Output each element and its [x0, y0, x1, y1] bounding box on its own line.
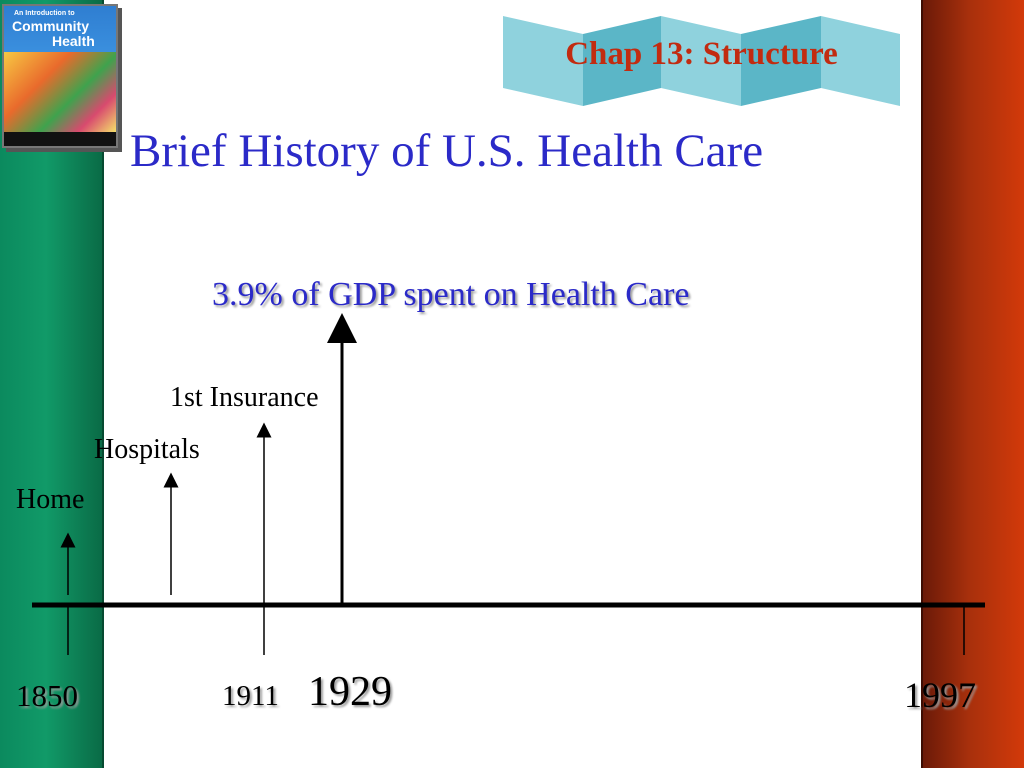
year-label-1850: 1850	[16, 678, 78, 713]
chapter-banner	[503, 16, 900, 106]
year-label-1997: 1997	[904, 675, 976, 715]
book-cover-header	[4, 6, 116, 52]
book-cover-line1: An Introduction to	[14, 10, 75, 17]
event-label-home: Home	[16, 484, 85, 515]
slide-title: Brief History of U.S. Health Care	[130, 125, 764, 177]
event-label-insurance: 1st Insurance	[170, 382, 319, 413]
event-label-hospitals: Hospitals	[94, 434, 200, 465]
book-cover-line2: Community	[12, 18, 89, 34]
year-label-1911: 1911	[222, 680, 279, 712]
book-cover-line3: Health	[52, 33, 95, 49]
book-cover-footer	[4, 132, 116, 146]
chapter-title: Chap 13: Structure	[565, 36, 838, 72]
book-cover-illustration	[4, 52, 116, 132]
year-label-1929: 1929	[308, 669, 392, 715]
gdp-note: 3.9% of GDP spent on Health Care	[212, 276, 690, 313]
book-cover-image: An Introduction to Community Health	[2, 4, 118, 148]
right-decorative-bar	[921, 0, 1024, 768]
